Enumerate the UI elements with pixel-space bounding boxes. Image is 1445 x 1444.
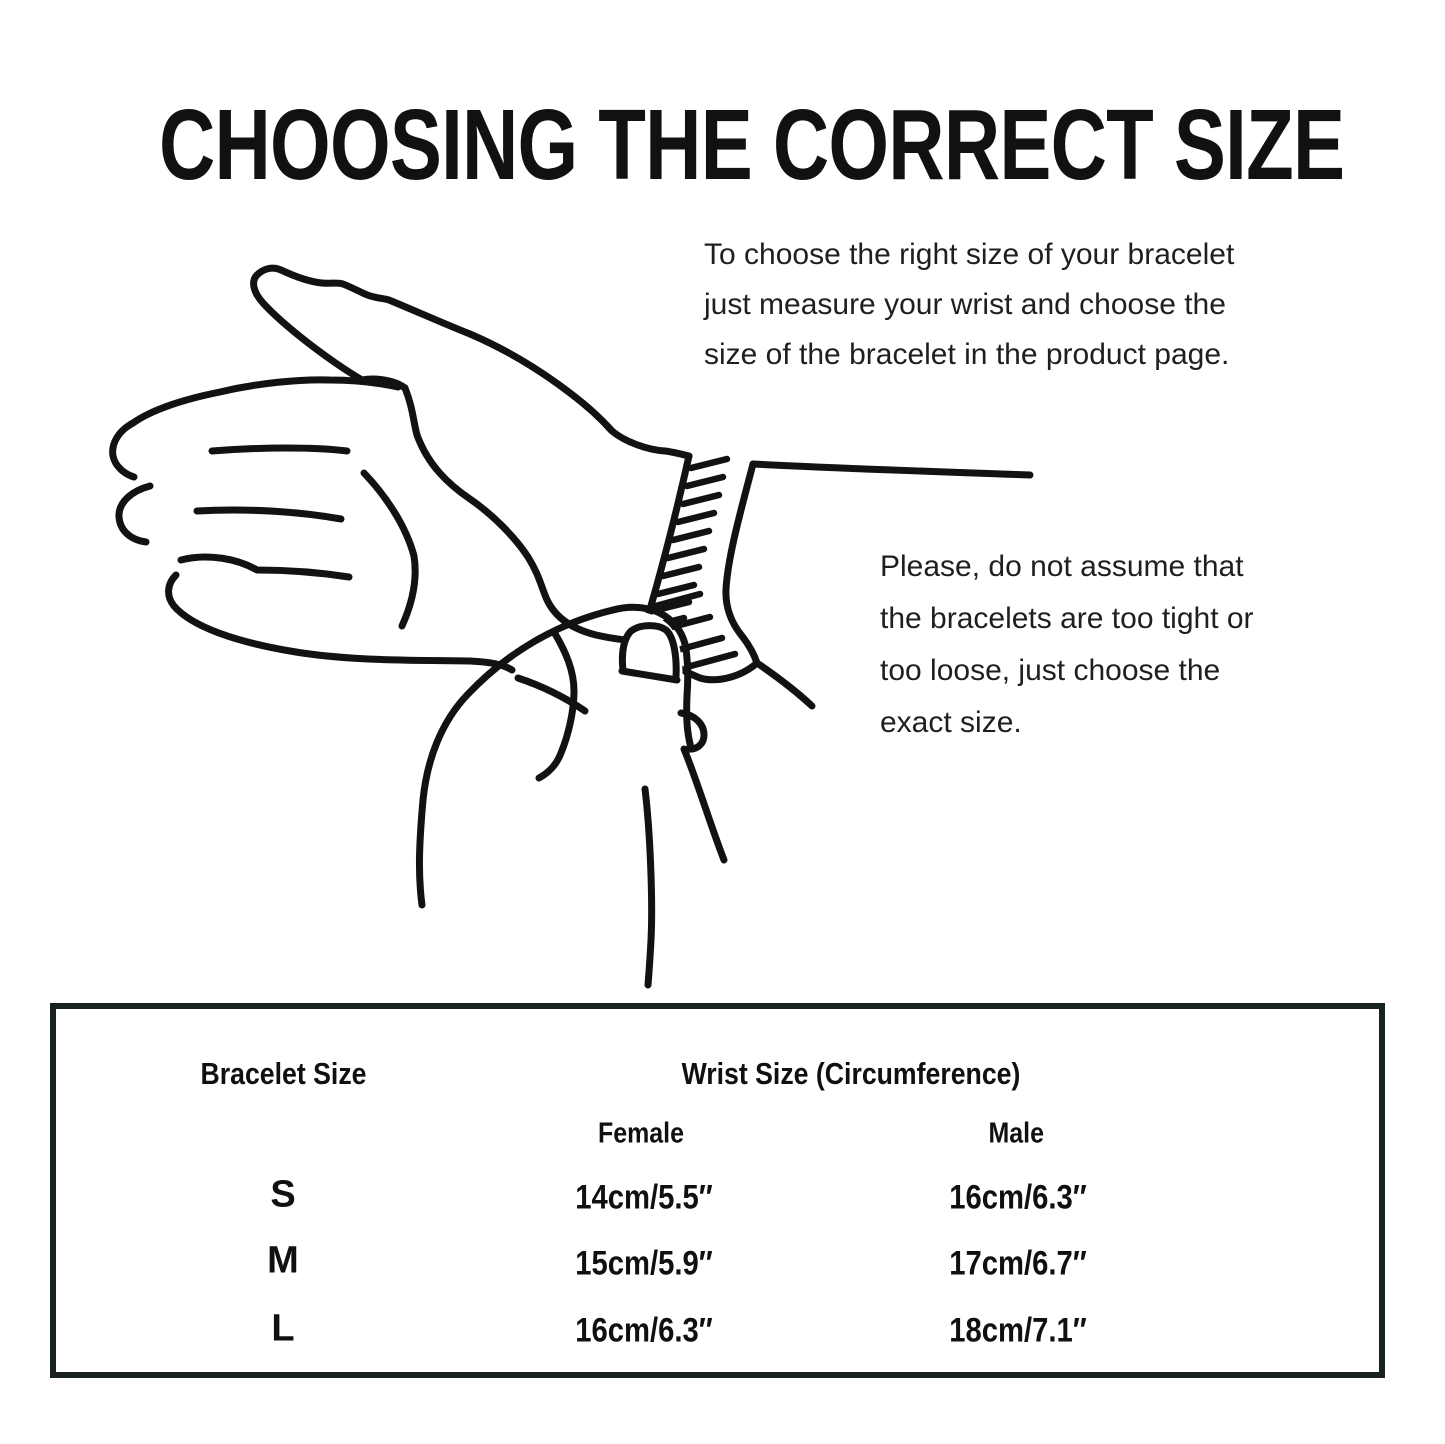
row-male-value: 17cm/6.7″	[949, 1244, 1087, 1283]
size-table: Bracelet Size Wrist Size (Circumference)…	[50, 1003, 1385, 1378]
knuckle-crease	[514, 674, 589, 715]
index-finger-crease	[208, 444, 351, 455]
hand-measuring-wrist-illustration-icon	[109, 264, 1034, 989]
gripping-index-curl	[535, 628, 578, 782]
index-finger-top-edge	[129, 376, 402, 427]
palm-edge	[401, 384, 639, 645]
page-title: CHOOSING THE CORRECT SIZE	[158, 89, 1345, 201]
female-subheader: Female	[598, 1117, 684, 1150]
row-size-label: S	[270, 1173, 296, 1216]
thumb-outline	[250, 264, 693, 460]
row-size-label: M	[267, 1239, 299, 1282]
wrist-size-header: Wrist Size (Circumference)	[681, 1056, 1021, 1091]
row-male-value: 16cm/6.3″	[949, 1178, 1087, 1217]
row-female-value: 16cm/6.3″	[575, 1311, 713, 1350]
row-male-value: 18cm/7.1″	[949, 1311, 1087, 1350]
thumbnail	[618, 622, 680, 681]
tape-band-right-edge	[722, 460, 761, 667]
lower-wrist-center-line	[641, 785, 656, 989]
arm-line	[749, 460, 1034, 479]
row-female-value: 15cm/5.9″	[575, 1244, 713, 1283]
middle-finger-crease	[193, 506, 345, 523]
lower-wrist-right-line	[680, 745, 728, 864]
row-female-value: 14cm/5.5″	[575, 1178, 713, 1217]
hand-bottom-contour	[165, 571, 516, 674]
gripping-hand-silhouette	[423, 610, 683, 970]
note-paragraph: Please, do not assume that the bracelets…	[880, 550, 1254, 739]
index-fingertip-curl	[109, 419, 138, 481]
thumbnail-base-line	[618, 667, 681, 684]
gripping-hand-outer-contour	[415, 606, 617, 909]
finger-hook	[677, 709, 708, 753]
tape-tail-bottom-edge	[696, 659, 761, 684]
bracelet-size-header: Bracelet Size	[200, 1056, 366, 1091]
tape-end-flick	[753, 659, 816, 710]
ring-finger-line	[177, 553, 353, 581]
middle-fingertip-curl	[115, 482, 154, 546]
intro-paragraph: To choose the right size of your bracele…	[704, 238, 1235, 371]
male-subheader: Male	[988, 1117, 1044, 1150]
palm-crease	[360, 469, 419, 630]
row-size-label: L	[271, 1307, 295, 1350]
